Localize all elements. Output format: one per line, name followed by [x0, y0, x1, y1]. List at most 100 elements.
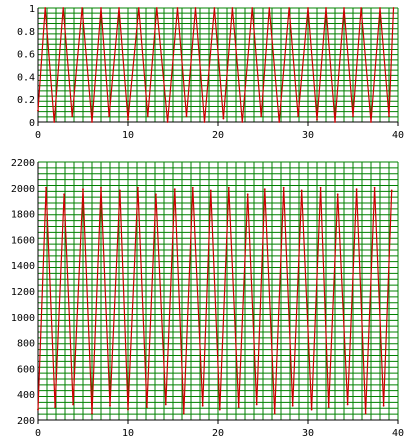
data-point: [297, 115, 299, 118]
chart-bottom: 0 10 20 30 40 200 400 600 800 1000 1200 1400 1600 180…: [11, 158, 404, 439]
data-point: [307, 7, 309, 9]
data-point: [164, 403, 167, 406]
data-point: [360, 7, 362, 9]
data-point: [109, 404, 111, 407]
x-tick-label: 10: [122, 428, 134, 439]
y-tick-label: 0.2: [17, 95, 35, 106]
data-point: [82, 188, 84, 190]
data-point: [72, 403, 74, 406]
y-tick-label: 0: [29, 118, 35, 129]
data-point: [278, 121, 281, 123]
data-point: [316, 118, 318, 121]
data-point: [146, 406, 148, 408]
x-tick-label: 30: [302, 130, 314, 141]
y-tick-label: 200: [17, 416, 35, 427]
data-point: [373, 186, 376, 189]
data-point: [45, 186, 47, 189]
data-point: [218, 408, 221, 411]
data-point: [370, 121, 372, 123]
data-point: [209, 189, 212, 192]
x-tick-label: 20: [212, 130, 224, 141]
data-point: [282, 186, 285, 189]
data-point: [191, 186, 194, 189]
chart-top: 0 10 20 30 40 0 0.2 0.4 0.6 0.8 1: [17, 4, 404, 141]
data-point: [201, 404, 204, 407]
data-point: [310, 408, 313, 411]
data-point: [392, 7, 395, 9]
data-point: [327, 406, 330, 408]
y-tick-label: 600: [17, 364, 35, 375]
data-point: [91, 121, 93, 123]
data-point: [300, 189, 303, 192]
y-tick-label: 1800: [11, 210, 35, 221]
y-tick-label: 2000: [11, 184, 35, 195]
data-point: [246, 193, 249, 196]
data-point: [325, 7, 327, 9]
x-tick-label: 40: [392, 130, 404, 141]
data-point: [44, 7, 47, 9]
data-point: [146, 115, 149, 118]
data-point: [71, 115, 74, 118]
data-point: [62, 7, 65, 9]
data-point: [355, 188, 358, 190]
y-tick-label: 1200: [11, 287, 35, 298]
data-point: [227, 186, 230, 189]
data-point: [222, 117, 225, 120]
x-tick-label: 0: [35, 428, 41, 439]
data-point: [182, 412, 185, 415]
data-point: [63, 193, 65, 196]
data-point: [273, 412, 276, 415]
data-point: [260, 115, 263, 118]
data-point: [173, 188, 176, 190]
y-tick-label: 400: [17, 390, 35, 401]
data-point: [213, 7, 216, 9]
data-point: [203, 121, 206, 123]
data-point: [137, 186, 139, 189]
series-line: [37, 7, 395, 123]
data-point: [241, 121, 244, 123]
data-point: [137, 7, 140, 9]
data-point: [176, 7, 179, 9]
data-point: [390, 189, 393, 192]
y-tick-label: 0.4: [17, 72, 35, 83]
y-tick-label: 1: [29, 4, 35, 15]
y-tick-label: 800: [17, 339, 35, 350]
data-point: [185, 115, 188, 118]
y-tick-label: 2200: [11, 158, 35, 169]
data-point: [54, 406, 56, 408]
data-point: [343, 7, 345, 9]
data-point: [388, 115, 390, 118]
y-tick-label: 1000: [11, 313, 35, 324]
data-point: [255, 403, 258, 406]
data-point: [155, 7, 158, 9]
x-tick-label: 20: [212, 428, 224, 439]
data-point: [100, 186, 102, 189]
data-point: [291, 404, 294, 407]
data-point: [231, 7, 234, 9]
data-point: [108, 115, 110, 118]
y-tick-label: 0.8: [17, 27, 35, 38]
data-point: [118, 7, 120, 9]
data-point: [194, 7, 197, 9]
data-point: [127, 408, 129, 411]
series-line: [37, 187, 393, 414]
data-point: [364, 412, 367, 415]
y-tick-label: 1600: [11, 235, 35, 246]
data-point: [288, 7, 290, 9]
data-point: [346, 403, 349, 406]
data-point: [119, 189, 121, 192]
data-point: [53, 121, 56, 123]
data-point: [100, 7, 102, 9]
data-point: [268, 7, 271, 9]
data-point: [166, 121, 169, 123]
y-tick-label: 0.6: [17, 50, 35, 61]
data-point: [37, 109, 39, 112]
data-point: [334, 121, 336, 123]
data-point: [127, 118, 129, 121]
data-point: [319, 186, 322, 189]
data-point: [37, 408, 39, 411]
data-point: [379, 7, 381, 9]
data-point: [81, 7, 83, 9]
x-tick-label: 30: [302, 428, 314, 439]
